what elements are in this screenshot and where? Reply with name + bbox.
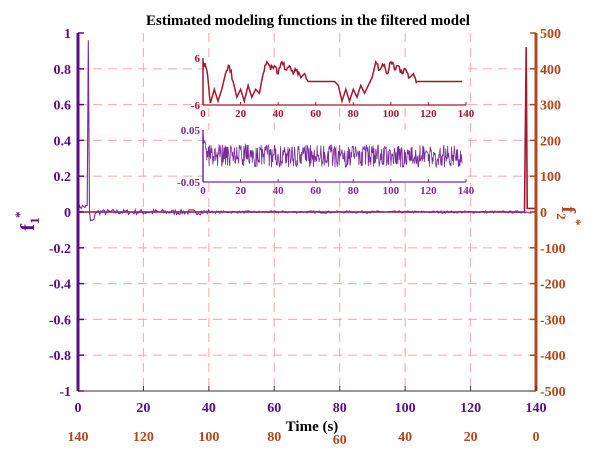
x-secondary-tick-label: 60 bbox=[333, 433, 347, 448]
inset-f2-x-tick-label: 20 bbox=[235, 108, 247, 120]
chart-title: Estimated modeling functions in the filt… bbox=[146, 13, 470, 29]
y-left-tick-label: 0.8 bbox=[54, 63, 72, 78]
x-tick-label: 60 bbox=[267, 401, 281, 416]
inset-f1-x-tick-label: 60 bbox=[310, 185, 322, 197]
y-right-tick-label: 0 bbox=[540, 206, 547, 221]
inset-f1-x-tick-label: 0 bbox=[200, 185, 206, 197]
x-secondary-tick-label: 0 bbox=[533, 430, 540, 445]
x-tick-label: 120 bbox=[460, 401, 481, 416]
x-secondary-tick-label: 20 bbox=[464, 430, 478, 445]
inset-f1-x-tick-label: 20 bbox=[235, 185, 247, 197]
y-left-tick-label: -0.8 bbox=[49, 349, 71, 364]
inset-f2-y-tick-label: -6 bbox=[191, 100, 201, 112]
inset-f2-x-tick-label: 120 bbox=[420, 108, 437, 120]
inset-f2-x-tick-label: 0 bbox=[200, 108, 206, 120]
inset-f2-x-tick-label: 80 bbox=[348, 108, 360, 120]
y-left-tick-label: 0.6 bbox=[54, 99, 72, 114]
inset-f1-x-tick-label: 80 bbox=[348, 185, 360, 197]
y-left-tick-label: -0.4 bbox=[49, 278, 71, 293]
inset-f1-line bbox=[202, 132, 463, 169]
inset-f2-x-tick-label: 40 bbox=[273, 108, 285, 120]
inset-f1: 0 20 40 60 80 100 120 140 0.05 -0.05 bbox=[177, 125, 475, 197]
inset-f1-x-tick-label: 100 bbox=[383, 185, 400, 197]
series-f1-line bbox=[77, 40, 537, 222]
y-left-label-sup: * bbox=[12, 212, 27, 219]
x-tick-label: 100 bbox=[395, 401, 416, 416]
y-left-label-f: f bbox=[17, 224, 39, 231]
x-secondary-tick-label: 40 bbox=[398, 430, 412, 445]
inset-f1-y-tick-label: -0.05 bbox=[177, 177, 200, 189]
x-tick-label: 80 bbox=[333, 401, 347, 416]
y-right-tick-label: -400 bbox=[540, 349, 566, 364]
inset-f2: 0 20 40 60 80 100 120 140 6 -6 bbox=[191, 53, 475, 120]
y-right-tick-label: -100 bbox=[540, 242, 566, 257]
y-right-label-sup: * bbox=[569, 219, 584, 226]
y-right-label-sub: 2 bbox=[554, 213, 569, 220]
y-right-tick-label: -200 bbox=[540, 278, 566, 293]
y-right-tick-label: -300 bbox=[540, 313, 566, 328]
inset-f1-x-tick-label: 140 bbox=[458, 185, 475, 197]
inset-f2-line bbox=[202, 59, 463, 104]
y-right-tick-label: -500 bbox=[540, 385, 566, 400]
y-left-tick-label: -0.6 bbox=[49, 313, 71, 328]
y-right-tick-label: 500 bbox=[540, 27, 561, 42]
svg-text:f2: f2 bbox=[554, 206, 579, 219]
y-right-tick-label: 300 bbox=[540, 99, 561, 114]
x-secondary-tick-label: 100 bbox=[198, 430, 219, 445]
x-tick-label: 40 bbox=[202, 401, 216, 416]
x-tick-label: 140 bbox=[526, 401, 547, 416]
y-left-tick-label: 0.4 bbox=[54, 134, 72, 149]
inset-f2-y-tick-label: 6 bbox=[195, 53, 201, 65]
svg-text:f1: f1 bbox=[17, 217, 42, 230]
y-right-label-f: f bbox=[557, 206, 579, 213]
x-axis-label: Time (s) bbox=[286, 419, 339, 435]
inset-f2-x-tick-label: 140 bbox=[458, 108, 475, 120]
inset-f2-x-tick-label: 60 bbox=[310, 108, 322, 120]
y-left-tick-label: 0 bbox=[64, 206, 71, 221]
main-series bbox=[77, 40, 537, 222]
inset-f2-x-tick-label: 100 bbox=[383, 108, 400, 120]
y-right-tick-label: 200 bbox=[540, 134, 561, 149]
x-secondary-tick-label: 120 bbox=[133, 430, 154, 445]
inset-f1-x-tick-label: 120 bbox=[420, 185, 437, 197]
y-left-label-sub: 1 bbox=[27, 217, 42, 224]
y-left-tick-label: -1 bbox=[59, 385, 71, 400]
y-axis-right-label: f2 * bbox=[554, 206, 584, 225]
y-left-tick-label: 1 bbox=[64, 27, 71, 42]
y-right-tick-label: 400 bbox=[540, 63, 561, 78]
inset-f1-y-tick-label: 0.05 bbox=[181, 125, 201, 137]
main-axes bbox=[76, 32, 538, 392]
y-left-tick-label: -0.2 bbox=[49, 242, 71, 257]
x-secondary-tick-label: 80 bbox=[267, 430, 281, 445]
x-tick-label: 0 bbox=[75, 401, 82, 416]
inset-f1-x-tick-label: 40 bbox=[273, 185, 285, 197]
y-left-tick-label: 0.2 bbox=[54, 170, 72, 185]
y-axis-left-label: f1 * bbox=[12, 212, 42, 231]
y-right-tick-label: 100 bbox=[540, 170, 561, 185]
x-secondary-tick-label: 140 bbox=[68, 430, 89, 445]
x-tick-label: 20 bbox=[136, 401, 150, 416]
